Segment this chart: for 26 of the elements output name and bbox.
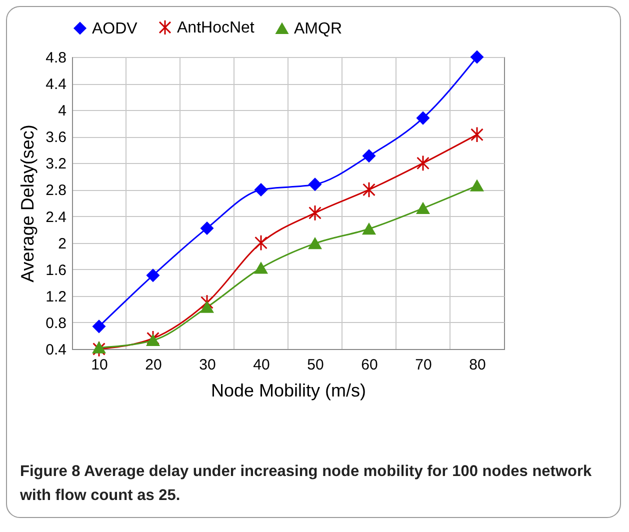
x-tick-label: 60 xyxy=(361,356,378,374)
x-tick-label: 20 xyxy=(145,356,162,374)
y-axis-title: Average Delay(sec) xyxy=(18,124,38,282)
y-tick-label: 1.2 xyxy=(46,288,66,306)
y-tick-label: 0.8 xyxy=(46,314,66,332)
legend-label: AMQR xyxy=(294,20,342,38)
x-tick-label: 10 xyxy=(91,356,108,374)
x-tick-label: 30 xyxy=(199,356,216,374)
y-tick-label: 3.6 xyxy=(46,129,66,146)
x-tick-label: 80 xyxy=(469,356,486,374)
y-tick-label: 2 xyxy=(58,235,66,252)
legend-label: AntHocNet xyxy=(177,19,255,36)
y-tick-label: 0.4 xyxy=(46,342,66,358)
x-tick-label: 70 xyxy=(415,356,432,374)
x-tick-label: 40 xyxy=(253,356,270,374)
y-tick-label: 1.6 xyxy=(46,262,66,279)
x-tick-label: 50 xyxy=(307,356,324,374)
x-axis-title: Node Mobility (m/s) xyxy=(210,380,366,400)
y-tick-label: 4 xyxy=(58,102,66,120)
y-tick-label: 2.4 xyxy=(46,208,66,226)
legend-label: AODV xyxy=(92,20,138,38)
y-tick-label: 2.8 xyxy=(46,182,66,200)
y-tick-label: 4.4 xyxy=(46,76,66,94)
caption: Figure 8 Average delay under increasing node mobility for 100 nodes network with flow count as 25. xyxy=(20,462,593,506)
y-tick-label: 3.2 xyxy=(46,156,66,173)
y-tick-label: 4.8 xyxy=(46,50,66,66)
